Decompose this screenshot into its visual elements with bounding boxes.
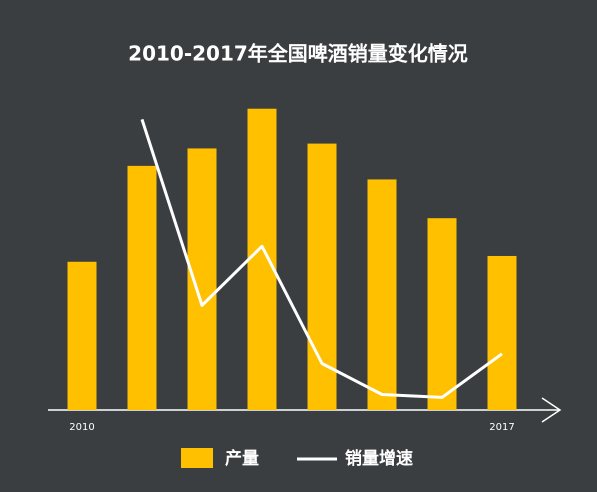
x-tick-label: 2017 (489, 422, 514, 433)
bar (127, 165, 157, 410)
bar (67, 261, 97, 410)
legend-label: 销量增速 (345, 448, 413, 469)
bar (247, 108, 277, 410)
bar (307, 143, 337, 410)
bar (367, 179, 397, 410)
bar (487, 255, 517, 410)
bar (187, 148, 217, 410)
legend-label: 产量 (225, 448, 259, 469)
axis-arrow (541, 397, 562, 423)
legend-swatch (181, 448, 213, 468)
x-tick-label: 2010 (69, 422, 94, 433)
chart-title: 2010-2017年全国啤酒销量变化情况 (128, 42, 468, 66)
bar (427, 218, 457, 410)
line (140, 118, 503, 399)
